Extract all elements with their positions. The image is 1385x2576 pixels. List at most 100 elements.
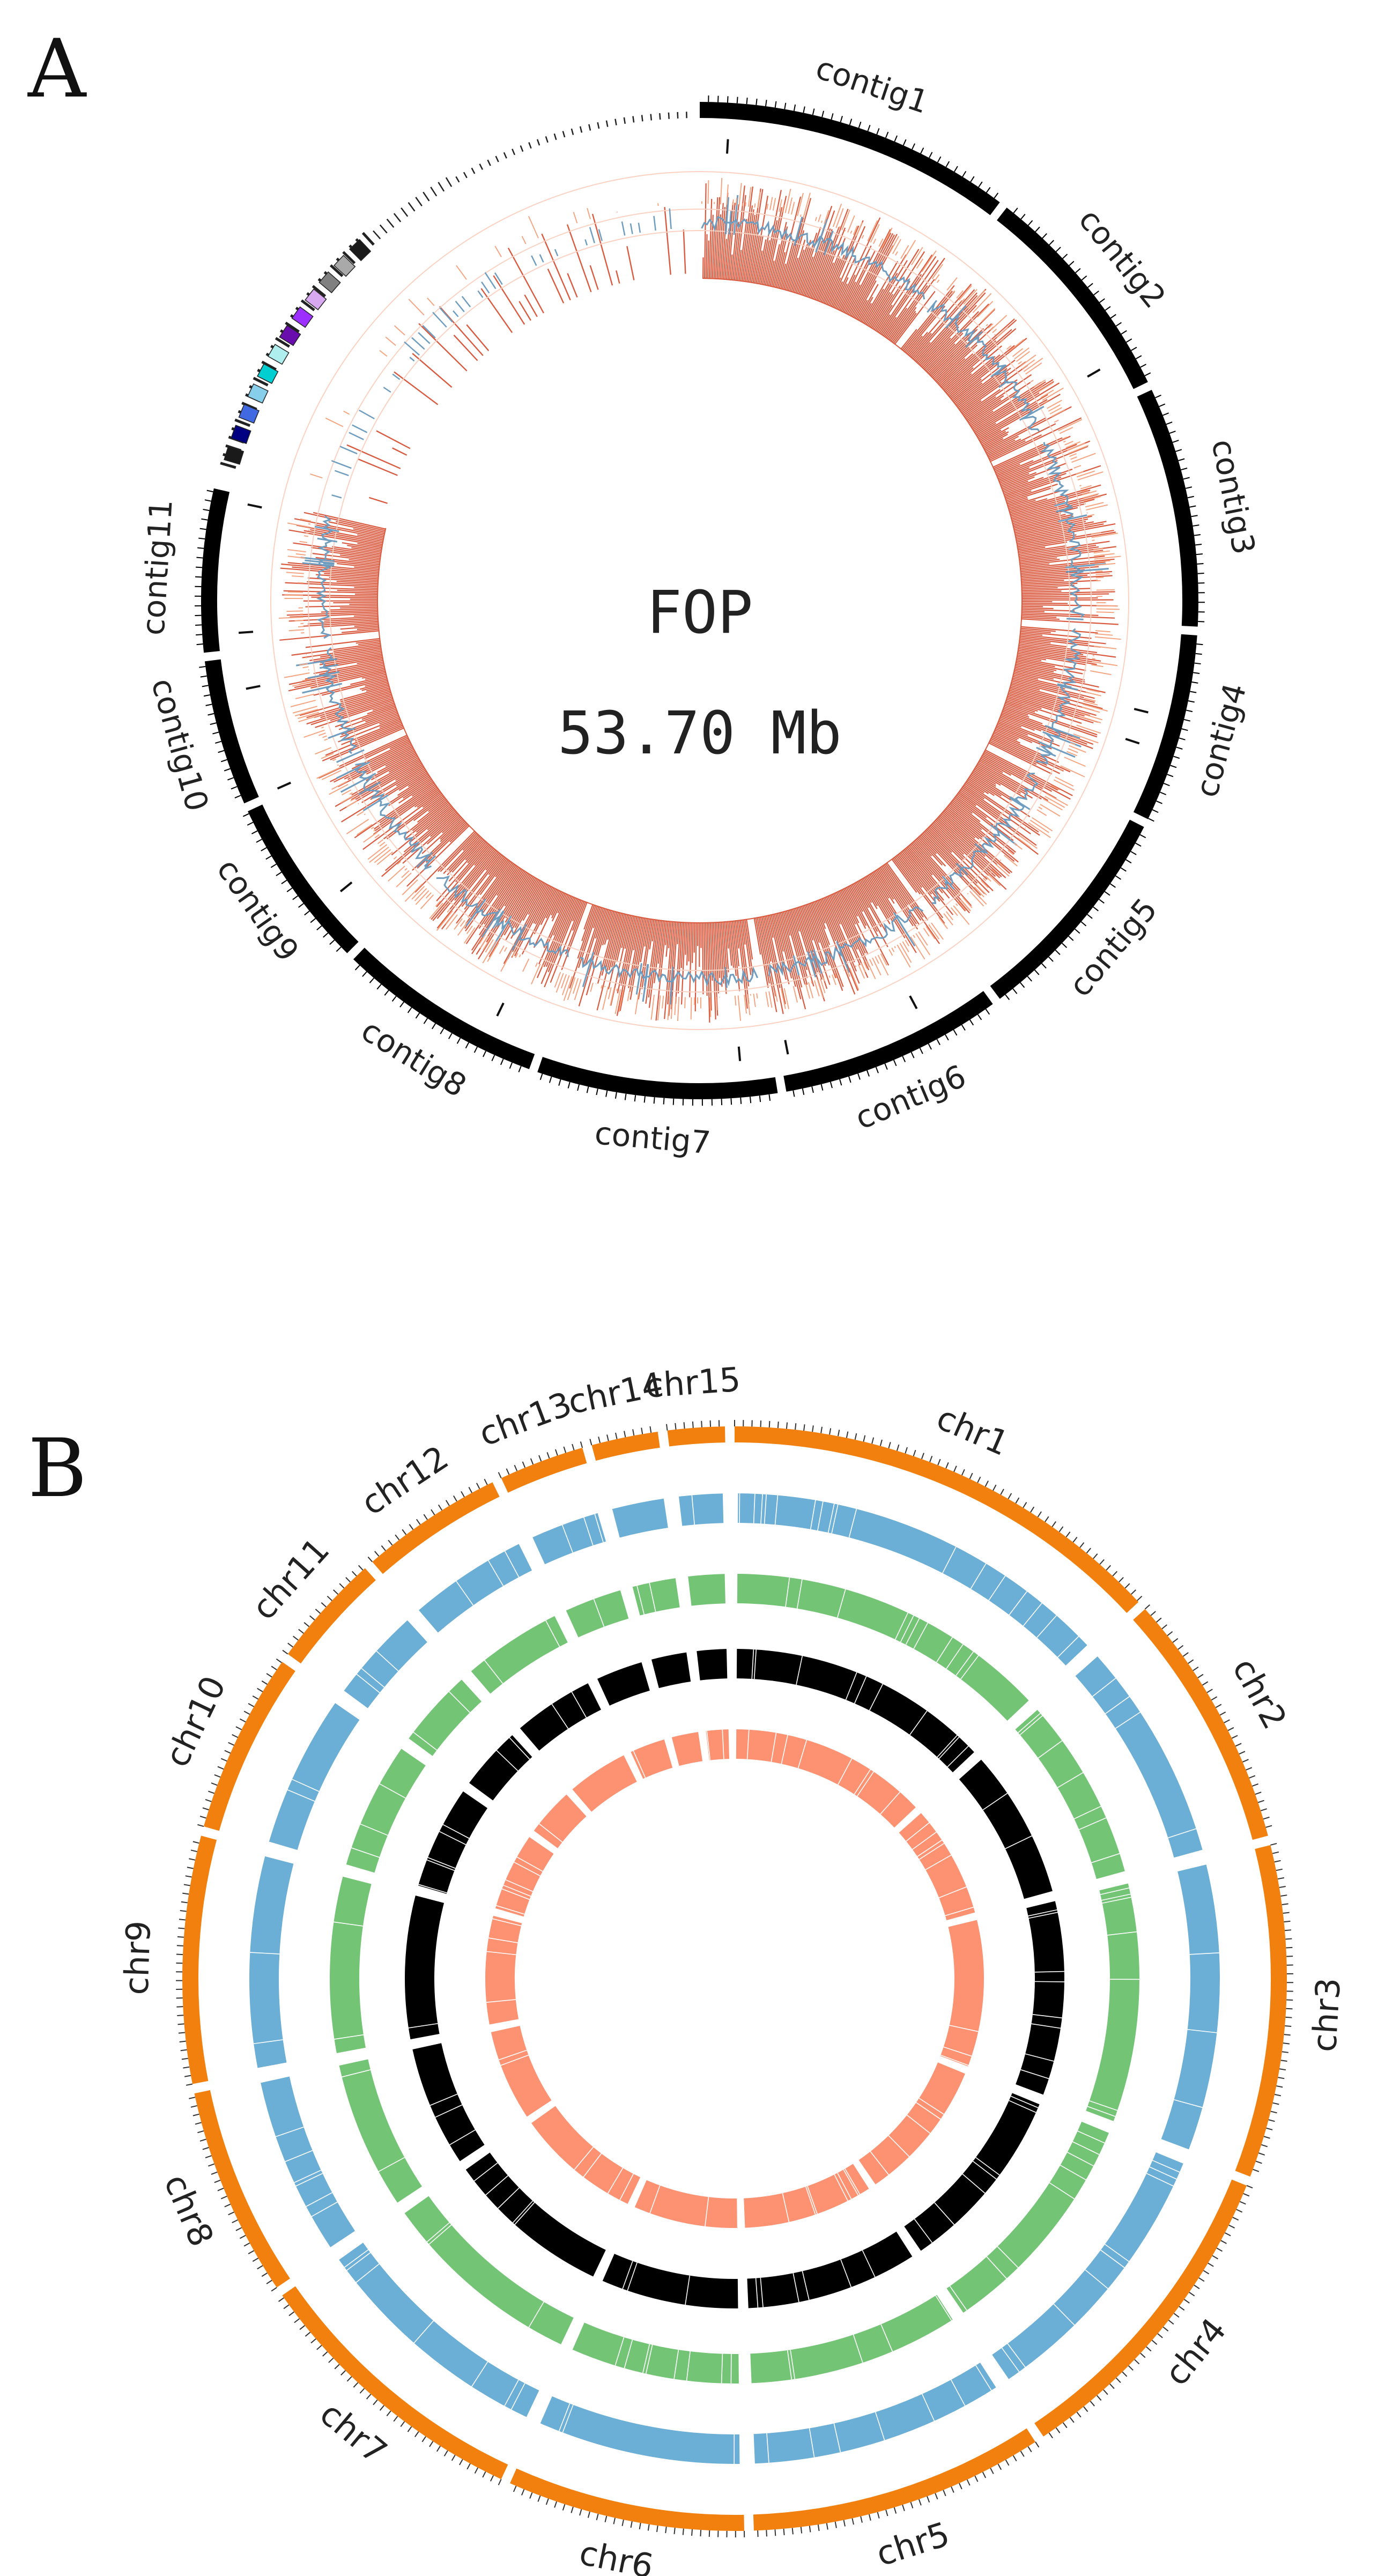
chr-tick bbox=[1037, 1511, 1042, 1518]
outer-bar bbox=[1040, 389, 1054, 398]
density-bar bbox=[976, 394, 1048, 438]
chr-track-5-chr6 bbox=[634, 2180, 737, 2228]
chr-tick bbox=[179, 2040, 186, 2042]
density-bar bbox=[900, 329, 917, 350]
outer-bar bbox=[321, 769, 342, 780]
density-bar bbox=[313, 512, 387, 530]
density-bar bbox=[919, 305, 977, 366]
track-gap-line bbox=[1087, 2106, 1116, 2117]
chr-track-3-chr6 bbox=[572, 2322, 739, 2383]
chr-tick bbox=[461, 1491, 465, 1498]
contig-label: contig1 bbox=[811, 49, 933, 121]
track-gap-line bbox=[848, 1508, 857, 1538]
track-gap-line bbox=[935, 2295, 952, 2321]
line-spike bbox=[300, 557, 335, 562]
chr-tick bbox=[1162, 2326, 1169, 2331]
track-gap-line bbox=[571, 1691, 587, 1718]
track-gap-line bbox=[516, 1856, 543, 1872]
track-gap-line bbox=[426, 2222, 450, 2242]
outer-bar bbox=[1065, 441, 1081, 448]
outer-bar bbox=[980, 880, 989, 888]
density-bar bbox=[551, 892, 565, 919]
density-bar bbox=[946, 806, 983, 838]
track-gap-line bbox=[449, 2129, 476, 2145]
chr-label: chr8 bbox=[157, 2168, 221, 2252]
track-gap-line bbox=[619, 2173, 634, 2201]
track-gap-line bbox=[418, 1884, 447, 1893]
chr-tick bbox=[929, 1455, 933, 1462]
contig-tick bbox=[848, 1076, 851, 1083]
chr-tick bbox=[211, 1782, 218, 1786]
chr-track-1-chr10 bbox=[203, 1662, 295, 1831]
density-bar bbox=[959, 361, 1026, 411]
density-bar bbox=[309, 649, 382, 661]
density-bar bbox=[875, 305, 893, 331]
outer-bar bbox=[385, 336, 396, 346]
density-bar bbox=[1012, 507, 1078, 524]
small-contig-tick bbox=[430, 187, 438, 197]
density-bar bbox=[341, 713, 399, 735]
contig-tick bbox=[953, 1029, 958, 1036]
line-spike bbox=[807, 951, 817, 978]
chr-track-2-chr7 bbox=[339, 2242, 539, 2417]
chr-tick bbox=[339, 1583, 345, 1589]
contig-tick bbox=[1055, 950, 1061, 955]
outer-bar bbox=[300, 518, 312, 522]
chr-tick bbox=[1086, 1548, 1091, 1554]
contig-tick bbox=[1183, 719, 1191, 722]
contig-tick bbox=[577, 1084, 580, 1091]
track-gap-line bbox=[1101, 1893, 1131, 1901]
density-bar bbox=[1020, 575, 1113, 582]
line-spike bbox=[352, 424, 368, 433]
density-bar bbox=[1015, 521, 1107, 540]
chr-tick bbox=[630, 2521, 633, 2528]
contig-tick bbox=[1187, 495, 1194, 499]
outer-bar bbox=[1073, 465, 1082, 469]
track-gap-line bbox=[947, 1745, 969, 1767]
contig-tick bbox=[1166, 421, 1173, 425]
chr-tick bbox=[299, 2325, 306, 2330]
chr-tick bbox=[293, 1635, 299, 1641]
contig-tick bbox=[1144, 372, 1151, 376]
outer-bar bbox=[420, 894, 434, 909]
density-bar bbox=[786, 910, 808, 985]
chr-tick bbox=[1144, 1604, 1151, 1610]
outer-bar bbox=[329, 783, 349, 795]
density-bar bbox=[313, 650, 382, 663]
density-bar bbox=[1009, 492, 1090, 515]
chr-tick bbox=[1232, 2217, 1239, 2221]
density-bar bbox=[408, 773, 429, 787]
outer-bar bbox=[924, 272, 926, 274]
density-bar bbox=[322, 726, 404, 762]
density-bar bbox=[811, 902, 844, 987]
track-gap-line bbox=[594, 1514, 604, 1543]
line-spike bbox=[554, 249, 559, 256]
density-bar bbox=[966, 780, 985, 794]
outer-bar bbox=[1095, 633, 1113, 636]
density-bar bbox=[828, 894, 861, 966]
chr-tick bbox=[596, 2513, 599, 2520]
density-bar bbox=[413, 796, 446, 821]
density-bar bbox=[846, 886, 867, 926]
chr-tick bbox=[1260, 1808, 1267, 1811]
density-bar bbox=[1015, 662, 1057, 671]
density-bar bbox=[1021, 605, 1043, 608]
chr-tick bbox=[1109, 2383, 1115, 2389]
outer-bar bbox=[1070, 742, 1076, 745]
track-gap-line bbox=[782, 2193, 790, 2222]
chr-tick bbox=[321, 1602, 327, 1608]
track-gap-line bbox=[854, 1769, 871, 1795]
density-bar bbox=[1019, 640, 1067, 648]
outer-bar bbox=[945, 911, 953, 921]
outer-bar bbox=[487, 942, 499, 962]
track-gap-line bbox=[439, 1831, 466, 1845]
density-bar bbox=[510, 881, 544, 939]
track-gap-line bbox=[845, 1672, 857, 1700]
density-bar bbox=[928, 826, 994, 892]
density-bar bbox=[989, 739, 1061, 774]
density-bar bbox=[945, 345, 1002, 394]
track-gap-line bbox=[500, 2054, 529, 2066]
contig-tick bbox=[203, 694, 210, 697]
density-bar bbox=[365, 709, 398, 723]
contig-tick bbox=[756, 98, 758, 106]
